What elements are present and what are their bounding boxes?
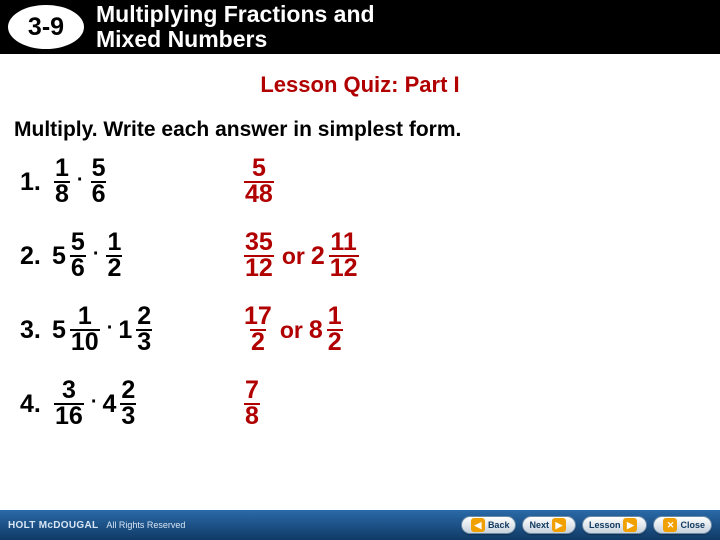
fraction-denominator: 3 — [136, 329, 152, 355]
problem-number: 1. — [20, 168, 52, 197]
fraction-numerator: 35 — [245, 231, 273, 255]
fraction-numerator: 5 — [252, 157, 266, 181]
fraction-numerator: 7 — [245, 379, 259, 403]
chapter-badge: 3-9 — [8, 5, 84, 49]
multiplication-dot-icon: · — [91, 391, 98, 414]
multiplication-dot-icon: · — [77, 169, 84, 192]
nav-close-label: Close — [680, 520, 705, 530]
problem-answer: 3512or21112 — [242, 231, 361, 281]
close-x-icon: ✕ — [663, 518, 677, 532]
fraction: 78 — [244, 379, 260, 429]
or-label: or — [282, 243, 305, 270]
footer-rights: All Rights Reserved — [106, 520, 185, 530]
chapter-title-line1: Multiplying Fractions and — [96, 2, 375, 27]
header-bar: 3-9 Multiplying Fractions and Mixed Numb… — [0, 0, 720, 54]
fraction-numerator: 3 — [62, 379, 76, 403]
fraction: 12 — [327, 305, 343, 355]
problem-expression: 316·423 — [52, 379, 242, 429]
nav-back-label: Back — [488, 520, 510, 530]
fraction: 3512 — [244, 231, 274, 281]
footer-brand: HOLT McDOUGAL — [8, 520, 98, 531]
nav-back-button[interactable]: ◀ Back — [461, 516, 517, 534]
nav-next-label: Next — [529, 520, 549, 530]
problem-number: 3. — [20, 316, 52, 345]
next-arrow-icon: ▶ — [552, 518, 566, 532]
fraction-numerator: 2 — [137, 305, 151, 329]
fraction-denominator: 2 — [250, 329, 266, 355]
fraction: 316 — [54, 379, 84, 429]
problem-row: 2.556·123512or21112 — [20, 230, 720, 282]
problem-number: 4. — [20, 390, 52, 419]
quiz-title: Lesson Quiz: Part I — [0, 72, 720, 98]
problem-expression: 5110·123 — [52, 305, 242, 355]
instructions: Multiply. Write each answer in simplest … — [14, 118, 720, 142]
problem-answer: 548 — [242, 157, 276, 207]
nav-close-button[interactable]: ✕ Close — [653, 516, 712, 534]
whole-number: 2 — [311, 242, 325, 271]
problem-expression: 18 · 56 — [52, 157, 242, 207]
fraction-denominator: 6 — [70, 255, 86, 281]
problem-number: 2. — [20, 242, 52, 271]
whole-number: 8 — [309, 316, 323, 345]
fraction-denominator: 2 — [106, 255, 122, 281]
problem-expression: 556 · 12 — [52, 231, 242, 281]
whole-number: 4 — [102, 390, 116, 419]
footer-bar: HOLT McDOUGAL All Rights Reserved ◀ Back… — [0, 510, 720, 540]
multiplication-dot-icon: · — [93, 243, 100, 266]
fraction: 23 — [120, 379, 136, 429]
fraction: 56 — [91, 157, 107, 207]
fraction-denominator: 12 — [329, 255, 359, 281]
whole-number: 5 — [52, 316, 66, 345]
problem-row: 1.18·56548 — [20, 156, 720, 208]
fraction: 12 — [106, 231, 122, 281]
nav-lesson-button[interactable]: Lesson ▶ — [582, 516, 648, 534]
problem-answer: 78 — [242, 379, 262, 429]
chapter-title: Multiplying Fractions and Mixed Numbers — [96, 2, 375, 52]
fraction-denominator: 2 — [327, 329, 343, 355]
fraction-numerator: 5 — [92, 157, 106, 181]
fraction-numerator: 2 — [121, 379, 135, 403]
problem-row: 4.316·42378 — [20, 378, 720, 430]
fraction-denominator: 8 — [244, 403, 260, 429]
fraction-denominator: 12 — [244, 255, 274, 281]
fraction-denominator: 48 — [244, 181, 274, 207]
whole-number: 5 — [52, 242, 66, 271]
or-label: or — [280, 317, 303, 344]
fraction: 172 — [244, 305, 272, 355]
nav-next-button[interactable]: Next ▶ — [522, 516, 576, 534]
fraction-denominator: 10 — [70, 329, 100, 355]
multiplication-dot-icon: · — [107, 317, 114, 340]
fraction-denominator: 8 — [54, 181, 70, 207]
fraction: 110 — [70, 305, 100, 355]
fraction: 18 — [54, 157, 70, 207]
fraction-numerator: 1 — [328, 305, 342, 329]
fraction-numerator: 5 — [71, 231, 85, 255]
fraction-numerator: 1 — [107, 231, 121, 255]
back-arrow-icon: ◀ — [471, 518, 485, 532]
fraction-numerator: 17 — [244, 305, 272, 329]
problem-row: 3.5110·123172or812 — [20, 304, 720, 356]
problem-answer: 172or812 — [242, 305, 345, 355]
whole-number: 1 — [118, 316, 132, 345]
fraction-denominator: 6 — [91, 181, 107, 207]
fraction: 548 — [244, 157, 274, 207]
nav-lesson-label: Lesson — [589, 520, 621, 530]
fraction-numerator: 1 — [55, 157, 69, 181]
fraction: 23 — [136, 305, 152, 355]
fraction-denominator: 3 — [120, 403, 136, 429]
problem-list: 1.18·565482.556·123512or211123.5110·1231… — [20, 156, 720, 430]
fraction-numerator: 11 — [330, 231, 356, 255]
fraction: 1112 — [329, 231, 359, 281]
lesson-arrow-icon: ▶ — [623, 518, 637, 532]
fraction-denominator: 16 — [54, 403, 84, 429]
chapter-title-line2: Mixed Numbers — [96, 27, 375, 52]
fraction: 56 — [70, 231, 86, 281]
fraction-numerator: 1 — [78, 305, 92, 329]
chapter-number: 3-9 — [28, 13, 64, 42]
